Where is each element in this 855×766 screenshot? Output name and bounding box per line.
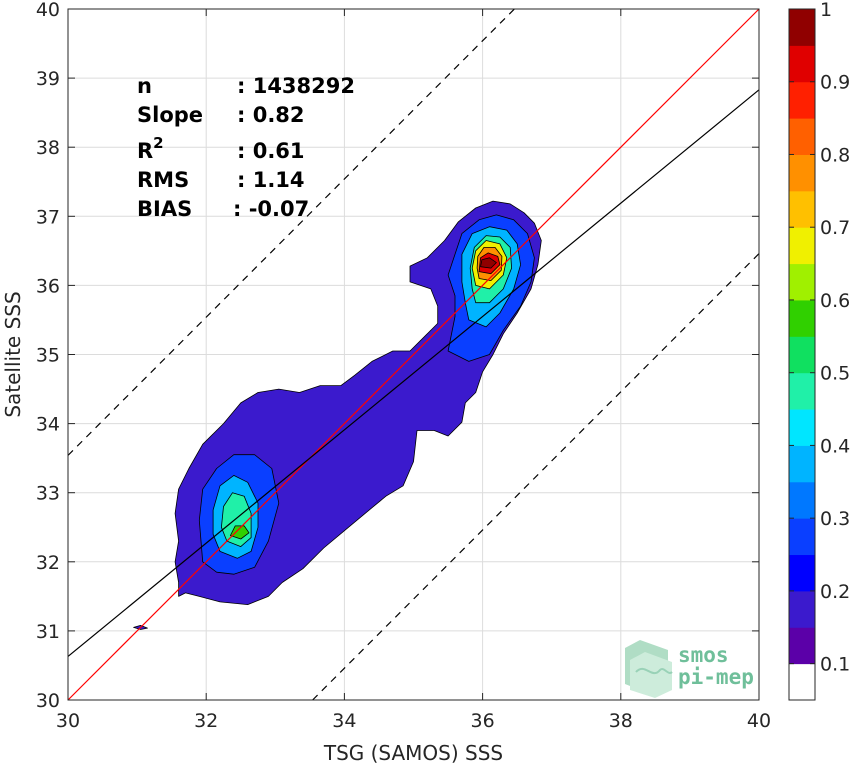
- x-tick-label: 40: [747, 710, 771, 732]
- contour-level-4-region-0: [229, 525, 250, 540]
- y-tick-label: 32: [36, 552, 60, 574]
- colorbar-tick-label: 0.8: [820, 144, 850, 166]
- x-tick-label: 34: [332, 710, 356, 732]
- stat-r2-base: R: [137, 139, 153, 163]
- stat-n-label: n: [137, 74, 152, 98]
- stat-bias-value: : -0.07: [233, 197, 309, 221]
- colorbar-tick-label: 0.6: [820, 290, 850, 312]
- stat-r2-value: : 0.61: [237, 139, 305, 163]
- colorbar-band: [789, 190, 815, 228]
- colorbar-band: [789, 45, 815, 83]
- stat-r2-superscript: 2: [153, 134, 163, 152]
- colorbar-band: [789, 154, 815, 192]
- colorbar-tick-label: 0.4: [820, 435, 850, 457]
- colorbar-band: [789, 299, 815, 337]
- logo-line2: pi-mep: [678, 665, 754, 689]
- colorbar-tick-label: 0.3: [820, 508, 850, 530]
- colorbar-band: [789, 336, 815, 374]
- y-tick-label: 38: [36, 137, 60, 159]
- colorbar-band: [789, 409, 815, 446]
- colorbar-frame: [788, 8, 816, 701]
- stat-slope-value: : 0.82: [237, 103, 305, 127]
- colorbar-band: [789, 590, 815, 628]
- stat-n-value: : 1438292: [237, 74, 355, 98]
- stat-slope-label: Slope: [137, 103, 203, 127]
- colorbar-tick-label: 0.2: [820, 581, 850, 603]
- y-axis-label: Satellite SSS: [1, 291, 25, 417]
- y-tick-label: 33: [36, 483, 60, 505]
- colorbar-band: [789, 663, 815, 701]
- reference-lines: [67, 8, 760, 701]
- colorbar-tick-label: 0.1: [820, 654, 850, 676]
- y-tick-label: 40: [36, 0, 60, 21]
- colorbar-band: [789, 118, 815, 155]
- x-axis-label: TSG (SAMOS) SSS: [323, 741, 503, 765]
- y-tick-label: 31: [36, 621, 60, 643]
- stat-rms-label: RMS: [137, 168, 189, 192]
- y-axis-ticks: 30 31 32 33 34 35 36 37 38 39 40: [36, 0, 759, 712]
- statistics-box: n : 1438292 Slope : 0.82 R2 : 0.61 RMS :…: [137, 74, 355, 221]
- colorbar-band: [789, 445, 815, 483]
- colorbar-band: [789, 81, 815, 119]
- y-tick-label: 37: [36, 206, 60, 228]
- stat-r2-label: R2: [137, 134, 164, 163]
- regression-line: [67, 89, 760, 657]
- colorbar-band: [789, 627, 815, 665]
- x-tick-label: 38: [609, 710, 633, 732]
- stat-rms-value: : 1.14: [237, 168, 305, 192]
- logo-line1: smos: [678, 643, 729, 667]
- stat-bias-label: BIAS: [137, 197, 192, 221]
- density-contours: [133, 200, 542, 630]
- colorbar: [789, 9, 815, 701]
- contour-level-8-region-0: [480, 257, 497, 269]
- colorbar-band: [789, 518, 815, 556]
- y-tick-label: 36: [36, 275, 60, 297]
- colorbar-band: [789, 263, 815, 301]
- colorbar-band: [789, 372, 815, 410]
- colorbar-band: [789, 227, 815, 265]
- y-tick-label: 34: [36, 414, 60, 436]
- x-tick-label: 30: [56, 710, 80, 732]
- x-axis-ticks: 30 32 34 36 38 40: [56, 9, 771, 732]
- y-tick-label: 30: [36, 690, 60, 712]
- lower-bound-line: [312, 253, 760, 701]
- colorbar-tick-label: 0.5: [820, 363, 850, 385]
- x-tick-label: 32: [194, 710, 218, 732]
- colorbar-band: [789, 554, 815, 592]
- smos-pi-mep-logo: smos pi-mep: [625, 640, 754, 698]
- x-tick-label: 36: [471, 710, 495, 732]
- colorbar-tick-label: 1: [820, 0, 832, 21]
- identity-line: [67, 8, 760, 701]
- logo-wave-icon: [625, 640, 673, 698]
- y-tick-label: 35: [36, 345, 60, 367]
- upper-bound-line: [67, 8, 515, 456]
- y-tick-label: 39: [36, 68, 60, 90]
- colorbar-band: [789, 9, 815, 46]
- colorbar-tick-label: 0.9: [820, 72, 850, 94]
- colorbar-tick-label: 0.7: [820, 217, 850, 239]
- colorbar-ticks: 0.1 0.2 0.3 0.4 0.5 0.6 0.7 0.8 0.9 1: [789, 0, 850, 676]
- colorbar-band: [789, 481, 815, 519]
